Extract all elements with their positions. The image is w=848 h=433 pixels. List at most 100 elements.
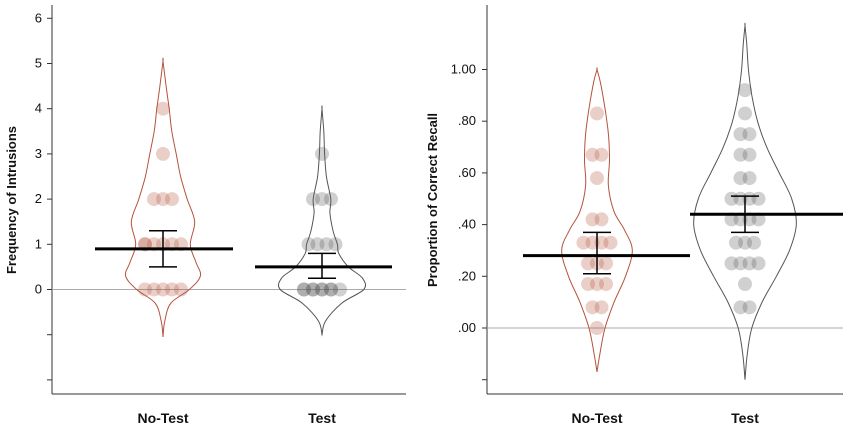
- panel-intrusions: Frequency of Intrusions 0 1 2 3 4 5 6 No-Test …: [4, 5, 406, 426]
- data-point: [590, 277, 604, 292]
- data-point: [156, 101, 170, 116]
- data-point: [324, 192, 338, 207]
- data-point: [742, 212, 757, 227]
- y-tick-label: .40: [458, 217, 476, 232]
- data-point: [585, 212, 600, 227]
- data-point: [297, 282, 311, 297]
- data-point: [742, 171, 757, 186]
- data-point: [733, 300, 748, 315]
- data-point: [724, 212, 739, 227]
- data-point: [599, 277, 613, 292]
- data-points: [138, 101, 347, 297]
- data-point: [581, 277, 595, 292]
- data-point: [156, 282, 170, 297]
- data-point: [315, 192, 329, 207]
- y-tick-label: .60: [458, 165, 476, 180]
- data-point: [603, 235, 618, 250]
- data-point: [729, 235, 743, 250]
- y-axis-title: Proportion of Correct Recall: [425, 113, 440, 287]
- category-label-no-test: No-Test: [137, 410, 188, 426]
- data-point: [319, 237, 334, 252]
- y-tick-label: 6: [35, 10, 42, 25]
- data-point: [324, 282, 338, 297]
- data-point: [301, 237, 316, 252]
- y-tick-label: 1: [35, 236, 42, 251]
- data-point: [738, 235, 752, 250]
- data-point: [310, 237, 325, 252]
- y-tick-label: 3: [35, 146, 42, 161]
- mean-bars: [523, 195, 843, 275]
- data-point: [733, 191, 748, 206]
- data-point: [590, 321, 604, 335]
- category-label-test: Test: [308, 410, 336, 426]
- data-point: [751, 191, 766, 206]
- data-point: [733, 147, 748, 162]
- data-point: [585, 235, 600, 250]
- violin-test: [277, 105, 367, 337]
- data-point: [738, 277, 752, 292]
- y-ticks: 0 1 2 3 4 5 6: [35, 10, 52, 381]
- data-point: [733, 171, 748, 186]
- data-point: [590, 171, 604, 186]
- error-bar-no-test: [583, 231, 611, 275]
- data-point: [156, 146, 170, 161]
- data-point: [738, 83, 752, 98]
- mean-bars: [95, 229, 392, 279]
- data-points: [576, 83, 766, 335]
- violin-no-test: [561, 67, 633, 372]
- data-point: [156, 192, 170, 207]
- violin-test: [693, 22, 797, 380]
- data-point: [594, 147, 609, 162]
- violin-no-test: [124, 57, 202, 338]
- y-axis-title: Frequency of Intrusions: [4, 126, 19, 274]
- y-tick-label: 5: [35, 56, 42, 71]
- data-point: [147, 192, 161, 207]
- data-point: [147, 282, 161, 297]
- data-point: [733, 212, 748, 227]
- category-labels: No-Test Test: [571, 410, 759, 426]
- data-point: [306, 282, 320, 297]
- data-point: [165, 282, 179, 297]
- data-point: [315, 146, 329, 161]
- y-tick-label: .80: [458, 113, 476, 128]
- data-point: [742, 127, 757, 142]
- data-point: [315, 282, 329, 297]
- data-point: [742, 300, 757, 315]
- data-point: [733, 127, 748, 142]
- category-label-test: Test: [731, 410, 759, 426]
- data-point: [138, 282, 152, 297]
- data-point: [174, 282, 188, 297]
- category-labels: No-Test Test: [137, 410, 336, 426]
- data-point: [315, 282, 329, 297]
- data-point: [742, 256, 757, 271]
- y-tick-label: 0: [35, 282, 42, 297]
- data-point: [576, 235, 591, 250]
- data-point: [306, 282, 320, 297]
- data-point: [585, 147, 600, 162]
- y-tick-label: 4: [35, 101, 42, 116]
- data-point: [324, 282, 338, 297]
- data-point: [594, 235, 609, 250]
- data-point: [594, 300, 609, 315]
- data-point: [297, 282, 311, 297]
- data-point: [590, 106, 604, 121]
- data-point: [328, 237, 343, 252]
- data-point: [599, 256, 613, 271]
- data-point: [742, 147, 757, 162]
- data-point: [751, 256, 766, 271]
- data-point: [585, 300, 600, 315]
- y-tick-label: 1.00: [451, 62, 476, 77]
- data-point: [751, 212, 766, 227]
- y-tick-label: .00: [458, 320, 476, 335]
- data-point: [724, 256, 739, 271]
- y-tick-label: 2: [35, 191, 42, 206]
- data-point: [306, 192, 320, 207]
- y-tick-label: .20: [458, 268, 476, 283]
- data-point: [594, 212, 609, 227]
- panel-recall: Proportion of Correct Recall .00 .20 .40 .6…: [425, 5, 843, 426]
- y-ticks: .00 .20 .40 .60 .80 1.00: [451, 62, 487, 381]
- violins: [561, 22, 797, 380]
- data-point: [724, 191, 739, 206]
- data-point: [742, 191, 757, 206]
